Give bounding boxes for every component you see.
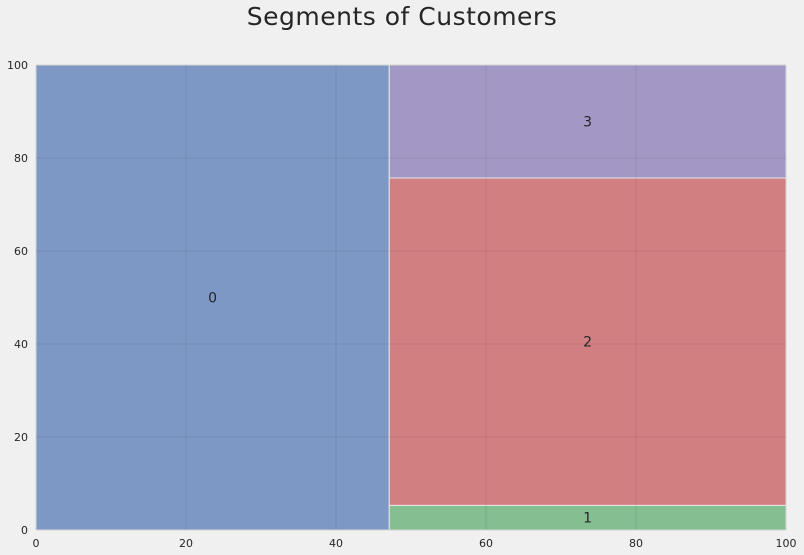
x-tick-label: 0: [33, 537, 40, 550]
rect-labels-layer: 0 1 2 3: [208, 114, 592, 526]
segment-label-2: 2: [583, 335, 592, 351]
grid-layer: [35, 64, 787, 531]
segment-label-0: 0: [208, 291, 217, 307]
segment-rect-2: [388, 177, 787, 506]
x-tick-label: 80: [629, 537, 643, 550]
x-tick-label: 100: [776, 537, 797, 550]
y-tick-label: 100: [7, 59, 28, 72]
y-tick-label: 0: [21, 524, 28, 537]
segment-rect-3: [388, 64, 787, 179]
segment-label-3: 3: [583, 114, 592, 130]
rectangles-layer: [35, 64, 787, 531]
y-tick-label: 60: [14, 245, 28, 258]
x-tick-label: 20: [179, 537, 193, 550]
x-tick-label: 40: [329, 537, 343, 550]
chart-title: Segments of Customers: [246, 2, 558, 31]
y-tick-label: 20: [14, 431, 28, 444]
segment-label-1: 1: [583, 511, 592, 527]
segment-rect-0: [35, 64, 390, 531]
x-tick-label: 60: [479, 537, 493, 550]
y-tick-label: 40: [14, 338, 28, 351]
y-tick-label: 80: [14, 152, 28, 165]
